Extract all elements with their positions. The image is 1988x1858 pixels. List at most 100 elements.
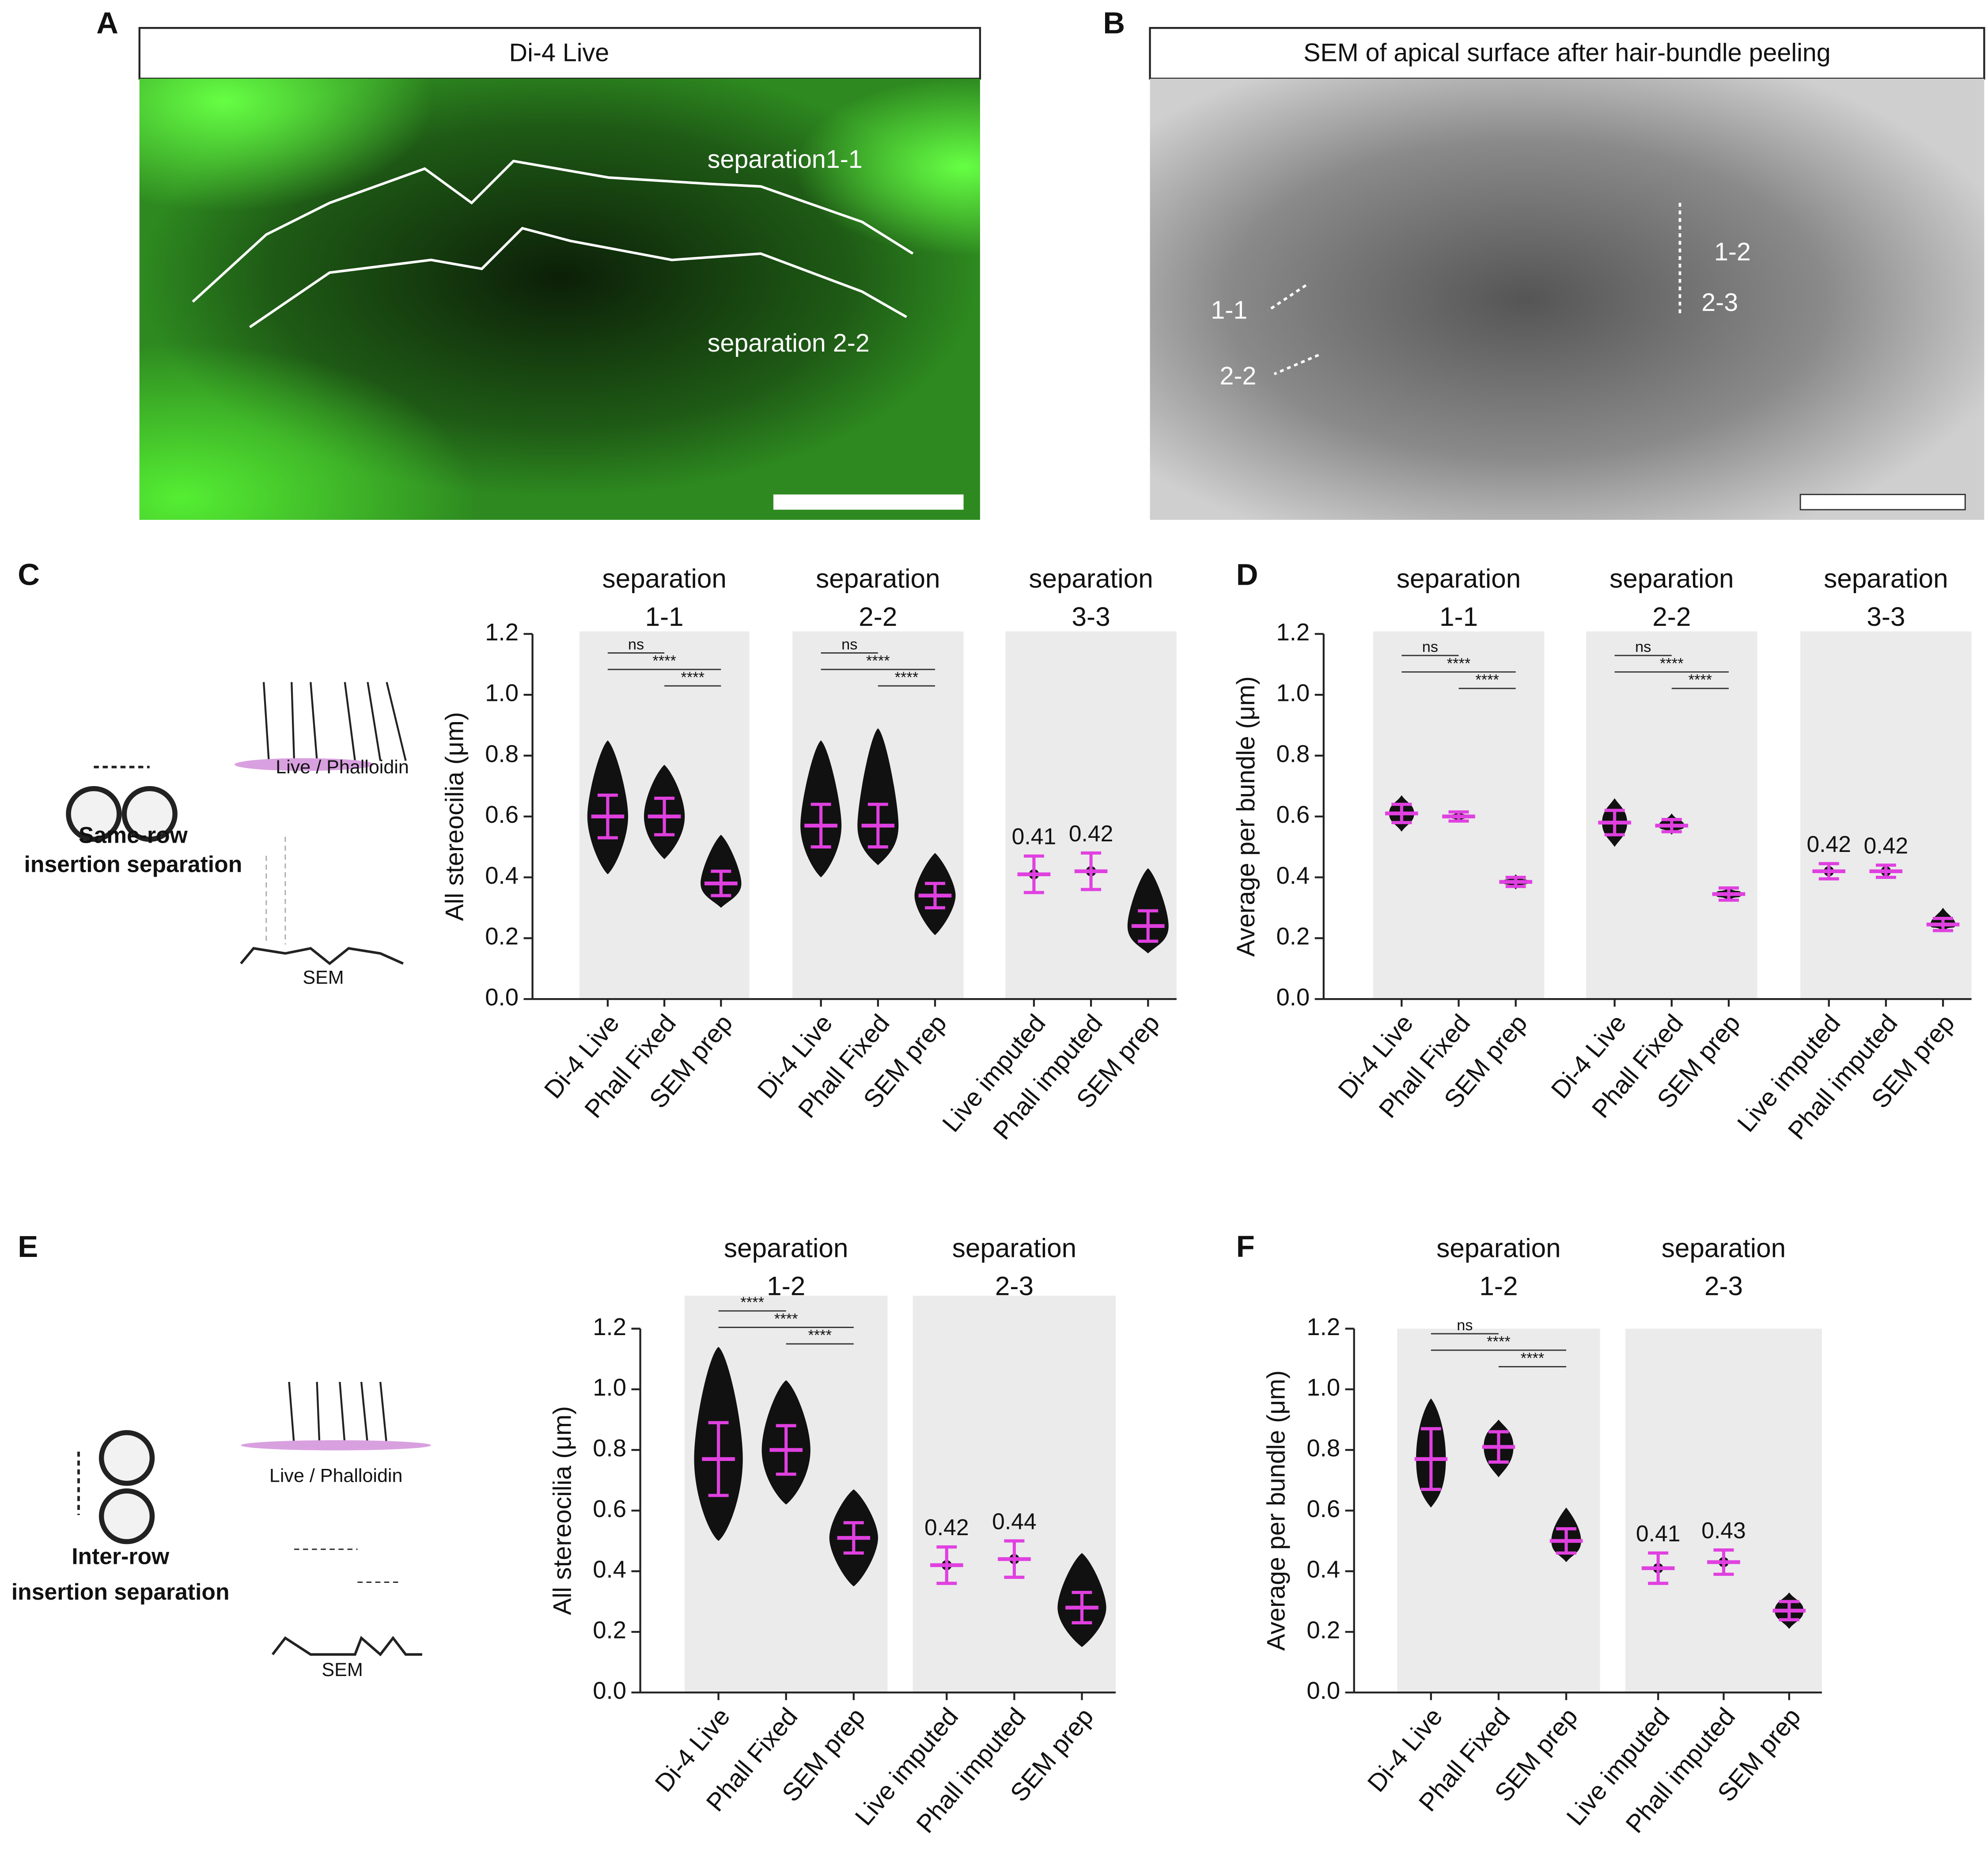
y-tick-label: 1.0 — [1276, 680, 1310, 707]
title-bar — [138, 27, 981, 80]
diagram-label: SEM — [303, 967, 344, 988]
y-tick-label: 1.2 — [1306, 1313, 1340, 1340]
stereocilium — [98, 1430, 155, 1486]
significance-label: **** — [652, 653, 676, 670]
group-title: separation — [724, 1233, 848, 1263]
schematic — [271, 1635, 422, 1657]
glow — [139, 79, 980, 520]
group-title: 1-2 — [1479, 1271, 1518, 1301]
value-label: 0.42 — [1806, 831, 1851, 857]
measure-label: 2-3 — [1701, 288, 1738, 317]
group-title: separation — [1397, 564, 1521, 594]
value-label: 0.44 — [992, 1508, 1037, 1534]
measure-label: 1-2 — [1714, 238, 1751, 266]
trace — [249, 227, 907, 329]
y-tick-label: 0.6 — [485, 801, 519, 828]
panel-label: E — [18, 1230, 38, 1264]
significance-label: **** — [1660, 655, 1684, 672]
diagram-c-text: Same-row insertion separation Live / Pha… — [24, 757, 409, 988]
y-tick-label: 0.0 — [1276, 984, 1310, 1011]
significance-label: ns — [628, 636, 644, 653]
y-tick-label: 0.8 — [485, 740, 519, 767]
diagram-caption: Inter-row — [72, 1544, 170, 1569]
y-tick-label: 0.4 — [485, 862, 519, 889]
significance-label: **** — [1447, 655, 1471, 672]
image-a: Di-4 Live separation1-1 separation 2-2 — [138, 27, 981, 520]
y-axis-label: All stereocilia (μm) — [549, 1406, 577, 1615]
y-tick-label: 0.0 — [485, 984, 519, 1011]
image-title: Di-4 Live — [509, 39, 610, 67]
y-tick-label: 0.2 — [1306, 1616, 1340, 1643]
group-title: separation — [1436, 1233, 1560, 1263]
diagram-e — [77, 1381, 431, 1657]
panel-label: F — [1236, 1230, 1255, 1264]
panel-label: C — [18, 557, 40, 591]
significance-label: **** — [1475, 672, 1499, 689]
significance-label: **** — [866, 653, 890, 670]
image-title: SEM of apical surface after hair-bundle … — [1303, 39, 1830, 67]
value-label: 0.42 — [1069, 821, 1113, 846]
y-tick-label: 0.6 — [1276, 801, 1310, 828]
y-tick-label: 1.0 — [485, 680, 519, 707]
y-axis-label: Average per bundle (μm) — [1232, 676, 1260, 957]
value-label: 0.41 — [1636, 1521, 1681, 1546]
schematic — [262, 681, 407, 761]
y-tick-label: 1.2 — [1276, 619, 1310, 646]
y-tick-label: 0.2 — [593, 1616, 626, 1643]
measure — [1267, 284, 1307, 312]
significance-label: ns — [1635, 639, 1651, 655]
measure — [1273, 354, 1319, 375]
stereocilium — [121, 786, 178, 842]
measure-label: 2-2 — [1219, 362, 1256, 390]
group-title: 3-3 — [1072, 602, 1110, 632]
stereocilium — [98, 1488, 155, 1544]
significance-label: **** — [1689, 672, 1712, 689]
significance-label: **** — [774, 1310, 798, 1327]
diagram-caption: insertion separation — [24, 851, 242, 877]
schematic — [240, 947, 404, 965]
y-tick-label: 0.8 — [593, 1434, 626, 1461]
diagram-label: Live / Phalloidin — [269, 1465, 403, 1487]
y-tick-label: 0.2 — [1276, 923, 1310, 950]
value-label: 0.43 — [1701, 1517, 1746, 1543]
group-title: 1-1 — [1439, 602, 1478, 632]
group-title: separation — [1824, 564, 1948, 594]
group-title: separation — [1662, 1233, 1786, 1263]
value-label: 0.42 — [1864, 833, 1908, 858]
schematic — [235, 758, 374, 771]
y-axis-label: All stereocilia (μm) — [441, 712, 469, 921]
significance-label: **** — [895, 669, 919, 686]
image-b: SEM of apical surface after hair-bundle … — [1149, 27, 1985, 520]
schematic — [241, 1440, 431, 1451]
y-tick-label: 0.6 — [593, 1495, 626, 1522]
group-title: 2-2 — [859, 602, 897, 632]
trace-label: separation 2-2 — [708, 329, 870, 357]
diagram-label: Live / Phalloidin — [276, 757, 409, 778]
panel-label: B — [1103, 6, 1125, 40]
significance-label: ns — [841, 636, 857, 653]
y-tick-label: 1.2 — [485, 619, 519, 646]
panel-label: D — [1236, 557, 1258, 591]
group-panel — [1625, 1328, 1822, 1693]
diagram-c — [66, 681, 407, 965]
significance-label: ns — [1422, 639, 1438, 655]
y-tick-label: 0.8 — [1276, 740, 1310, 767]
group-title: 3-3 — [1867, 602, 1905, 632]
panel-label: A — [96, 6, 118, 40]
stereocilium — [66, 786, 122, 842]
title-bar — [1149, 27, 1985, 80]
diagram-caption: Same-row — [79, 822, 188, 848]
schematic — [288, 1381, 388, 1446]
group-title: separation — [816, 564, 940, 594]
significance-label: ns — [1457, 1317, 1473, 1334]
group-title: separation — [1609, 564, 1734, 594]
y-tick-label: 0.8 — [1306, 1434, 1340, 1461]
group-panel — [1397, 1328, 1600, 1693]
significance-label: **** — [681, 669, 704, 686]
group-title: 1-2 — [767, 1271, 805, 1301]
y-tick-label: 1.0 — [593, 1374, 626, 1401]
significance-label: **** — [1521, 1350, 1545, 1366]
group-title: separation — [952, 1233, 1076, 1263]
significance-label: **** — [808, 1327, 832, 1344]
